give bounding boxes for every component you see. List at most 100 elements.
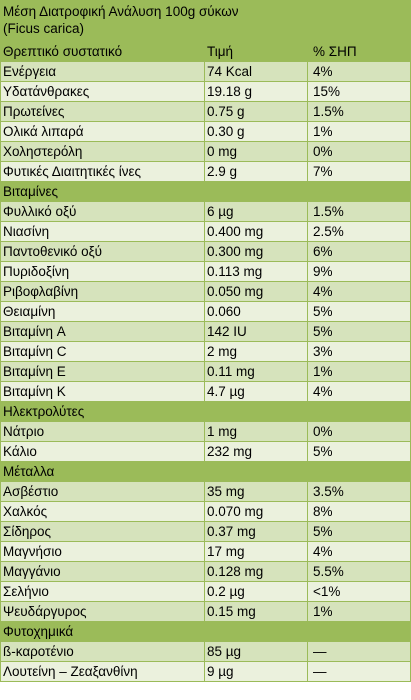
table-row: Νάτριο 1 mg 0% <box>0 421 411 442</box>
nutrient-name: Φυλλικό οξύ <box>0 201 205 222</box>
nutrient-value: 0.11 mg <box>204 361 308 382</box>
table-row: Φυλλικό οξύ 6 µg 1.5% <box>0 201 411 222</box>
nutrient-value: 74 Kcal <box>204 61 308 82</box>
section-label: Ηλεκτρολύτες <box>0 401 411 422</box>
nutrient-name: Χαλκός <box>0 501 205 522</box>
header-nutrient: Θρεπτικό συστατικό <box>0 41 205 62</box>
nutrient-name: Ψευδάργυρος <box>0 601 205 622</box>
nutrient-dv-percent: 5% <box>306 441 411 462</box>
section-header-row: Φυτοχημικά <box>0 621 411 642</box>
table-row: Σελήνιο 0.2 µg <1% <box>0 581 411 602</box>
nutrient-name: Ασβέστιο <box>0 481 205 502</box>
nutrient-dv-percent: 4% <box>306 281 411 302</box>
nutrient-value: 0.070 mg <box>204 501 308 522</box>
table-row: Πυριδοξίνη 0.113 mg 9% <box>0 261 411 282</box>
column-header-row: Θρεπτικό συστατικό Τιμή % ΣΗΠ <box>0 41 411 62</box>
nutrient-dv-percent: 4% <box>306 61 411 82</box>
nutrition-table: Μέση Διατροφική Ανάλυση 100g σύκων (Ficus… <box>0 0 411 682</box>
nutrient-value: 85 µg <box>204 641 308 662</box>
title-line-2: (Ficus carica) <box>3 21 85 36</box>
nutrient-value: 4.7 µg <box>204 381 308 402</box>
table-row: Φυτικές Διαιτητικές ίνες 2.9 g 7% <box>0 161 411 182</box>
nutrient-dv-percent: 0% <box>306 141 411 162</box>
nutrient-value: 17 mg <box>204 541 308 562</box>
table-row: Θειαμίνη 0.060 5% <box>0 301 411 322</box>
nutrient-dv-percent: 3% <box>306 341 411 362</box>
table-row: Ολικά λιπαρά 0.30 g 1% <box>0 121 411 142</box>
nutrient-value: 0.050 mg <box>204 281 308 302</box>
nutrient-value: 9 µg <box>204 661 308 682</box>
section-header-row: Ηλεκτρολύτες <box>0 401 411 422</box>
nutrient-dv-percent: 0% <box>306 421 411 442</box>
table-row: Βιταμίνη E 0.11 mg 1% <box>0 361 411 382</box>
table-row: Ασβέστιο 35 mg 3.5% <box>0 481 411 502</box>
nutrient-name: Βιταμίνη K <box>0 381 205 402</box>
table-row: Κάλιο 232 mg 5% <box>0 441 411 462</box>
nutrient-name: Βιταμίνη C <box>0 341 205 362</box>
section-label: Φυτοχημικά <box>0 621 411 642</box>
nutrient-dv-percent: 1.5% <box>306 201 411 222</box>
nutrient-value: 0.75 g <box>204 101 308 122</box>
nutrient-dv-percent: 5% <box>306 321 411 342</box>
nutrient-dv-percent: 1.5% <box>306 101 411 122</box>
nutrient-value: 2 mg <box>204 341 308 362</box>
table-row: Σίδηρος 0.37 mg 5% <box>0 521 411 542</box>
nutrient-value: 0.113 mg <box>204 261 308 282</box>
table-row: Μαγγάνιο 0.128 mg 5.5% <box>0 561 411 582</box>
nutrient-value: 0.400 mg <box>204 221 308 242</box>
nutrient-value: 0.30 g <box>204 121 308 142</box>
nutrient-dv-percent: 1% <box>306 601 411 622</box>
nutrient-dv-percent: 4% <box>306 381 411 402</box>
nutrient-dv-percent: 7% <box>306 161 411 182</box>
nutrient-dv-percent: 5% <box>306 521 411 542</box>
table-row: Ριβοφλαβίνη 0.050 mg 4% <box>0 281 411 302</box>
nutrient-dv-percent: 1% <box>306 361 411 382</box>
nutrient-name: ß-καροτένιο <box>0 641 205 662</box>
table-row: Βιταμίνη A 142 IU 5% <box>0 321 411 342</box>
nutrient-value: 142 IU <box>204 321 308 342</box>
nutrient-value: 2.9 g <box>204 161 308 182</box>
nutrient-dv-percent: 1% <box>306 121 411 142</box>
nutrient-name: Ολικά λιπαρά <box>0 121 205 142</box>
nutrient-name: Νάτριο <box>0 421 205 442</box>
table-title: Μέση Διατροφική Ανάλυση 100g σύκων (Ficus… <box>0 0 411 42</box>
table-row: Βιταμίνη K 4.7 µg 4% <box>0 381 411 402</box>
nutrient-name: Ενέργεια <box>0 61 205 82</box>
nutrient-name: Κάλιο <box>0 441 205 462</box>
section-header-row: Μέταλλα <box>0 461 411 482</box>
nutrient-name: Σελήνιο <box>0 581 205 602</box>
nutrient-dv-percent: — <box>306 641 411 662</box>
nutrient-value: 0.2 µg <box>204 581 308 602</box>
table-row: Χοληστερόλη 0 mg 0% <box>0 141 411 162</box>
nutrient-value: 0.060 <box>204 301 308 322</box>
table-row: Λουτείνη – Ζεαξανθίνη 9 µg — <box>0 661 411 682</box>
nutrient-value: 0.300 mg <box>204 241 308 262</box>
nutrient-name: Σίδηρος <box>0 521 205 542</box>
nutrient-value: 0.15 mg <box>204 601 308 622</box>
section-label: Βιταμίνες <box>0 181 411 202</box>
nutrient-dv-percent: 5.5% <box>306 561 411 582</box>
nutrient-dv-percent: 4% <box>306 541 411 562</box>
nutrient-name: Βιταμίνη E <box>0 361 205 382</box>
nutrient-dv-percent: 3.5% <box>306 481 411 502</box>
nutrient-dv-percent: 5% <box>306 301 411 322</box>
nutrient-name: Ριβοφλαβίνη <box>0 281 205 302</box>
nutrient-value: 19.18 g <box>204 81 308 102</box>
nutrient-name: Νιασίνη <box>0 221 205 242</box>
table-row: Ενέργεια 74 Kcal 4% <box>0 61 411 82</box>
header-dv-percent: % ΣΗΠ <box>306 41 411 62</box>
nutrient-value: 0 mg <box>204 141 308 162</box>
nutrient-name: Λουτείνη – Ζεαξανθίνη <box>0 661 205 682</box>
nutrient-dv-percent: <1% <box>306 581 411 602</box>
nutrient-name: Πυριδοξίνη <box>0 261 205 282</box>
table-row: Μαγνήσιο 17 mg 4% <box>0 541 411 562</box>
nutrient-value: 232 mg <box>204 441 308 462</box>
nutrient-dv-percent: 6% <box>306 241 411 262</box>
nutrient-name: Μαγγάνιο <box>0 561 205 582</box>
nutrient-value: 6 µg <box>204 201 308 222</box>
nutrient-value: 35 mg <box>204 481 308 502</box>
nutrient-name: Θειαμίνη <box>0 301 205 322</box>
nutrient-dv-percent: 2.5% <box>306 221 411 242</box>
nutrient-value: 1 mg <box>204 421 308 442</box>
